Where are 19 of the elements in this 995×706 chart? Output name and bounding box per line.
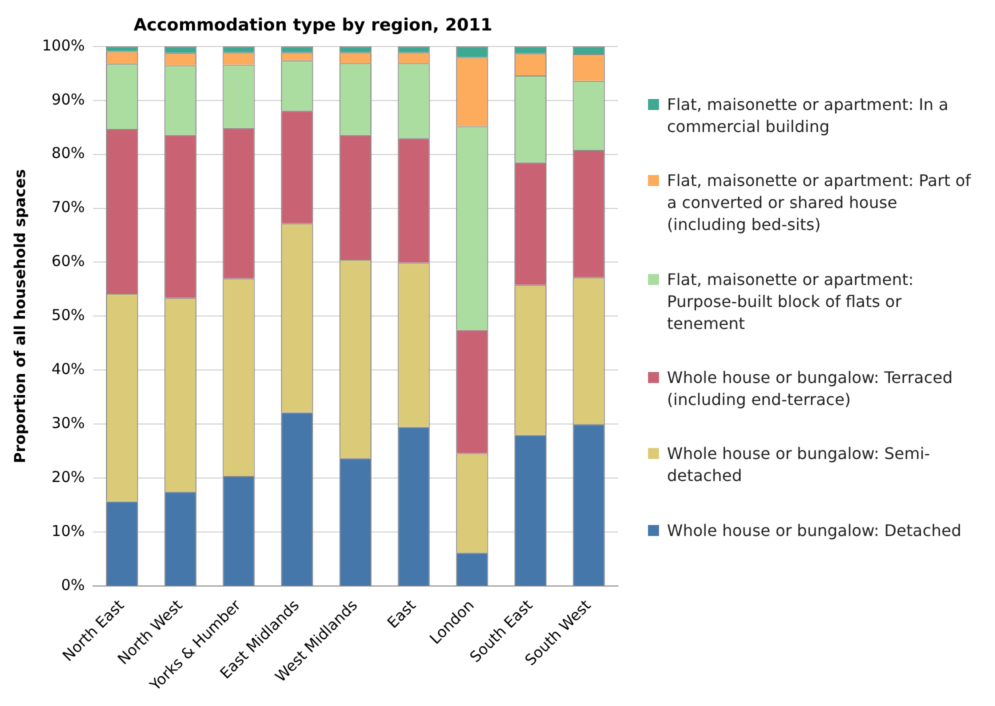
legend-label: Whole house or bungalow: Terraced (including end-terrace) — [667, 367, 954, 412]
legend-label: Whole house or bungalow: Detached — [667, 520, 962, 542]
y-axis-title: Proportion of all household spaces — [10, 169, 29, 464]
legend-label: Flat, maisonette or apartment: In a commercial building — [667, 94, 950, 138]
legend-label: Flat, maisonette or apartment: Part of a converted or shared house (including bed-sits) — [667, 170, 972, 236]
y-tick-label: 60% — [52, 252, 85, 270]
y-tick-label: 70% — [52, 198, 85, 216]
y-tick-label: 80% — [52, 144, 85, 162]
y-tick-label: 40% — [52, 360, 85, 378]
y-tick-label: 30% — [52, 414, 85, 432]
y-tick-label: 50% — [52, 306, 85, 324]
y-tick-label: 20% — [52, 468, 85, 486]
y-tick-label: 100% — [42, 36, 85, 54]
chart-title: Accommodation type by region, 2011 — [134, 16, 492, 36]
y-tick-label: 90% — [52, 90, 85, 108]
legend-label: Whole house or bungalow: Semi-detached — [667, 443, 932, 488]
y-tick-label: 0% — [61, 576, 85, 594]
y-tick-label: 10% — [52, 522, 85, 540]
legend-label: Flat, maisonette or apartment: Purpose-built block of flats or tenement — [667, 268, 915, 335]
